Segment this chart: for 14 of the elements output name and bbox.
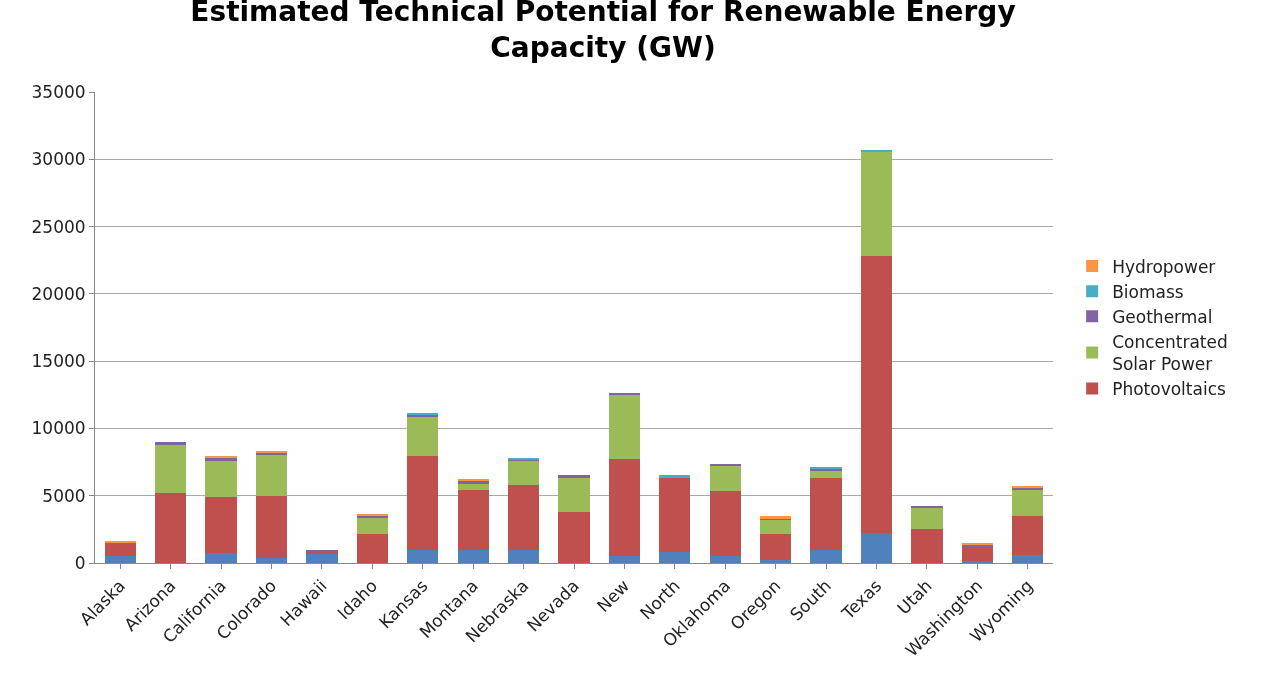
chart-title: Estimated Technical Potential for Renewable Energy Capacity (GW) [190,0,1016,64]
y-tick-label: 25000 [31,216,86,237]
y-tick-label: 15000 [31,351,86,372]
legend-label: Hydropower [1112,256,1216,277]
y-tick-label: 20000 [31,283,86,304]
legend-label: Geothermal [1112,306,1213,327]
y-tick-label: 35000 [31,81,86,102]
y-tick-label: 30000 [31,149,86,170]
legend-label: Biomass [1112,281,1184,302]
legend-label: Photovoltaics [1112,379,1226,400]
y-tick-label: 10000 [31,418,86,439]
y-tick-label: 5000 [42,485,86,506]
legend-label: Concentrated Solar Power [1112,331,1228,375]
y-tick-label: 0 [74,552,86,573]
